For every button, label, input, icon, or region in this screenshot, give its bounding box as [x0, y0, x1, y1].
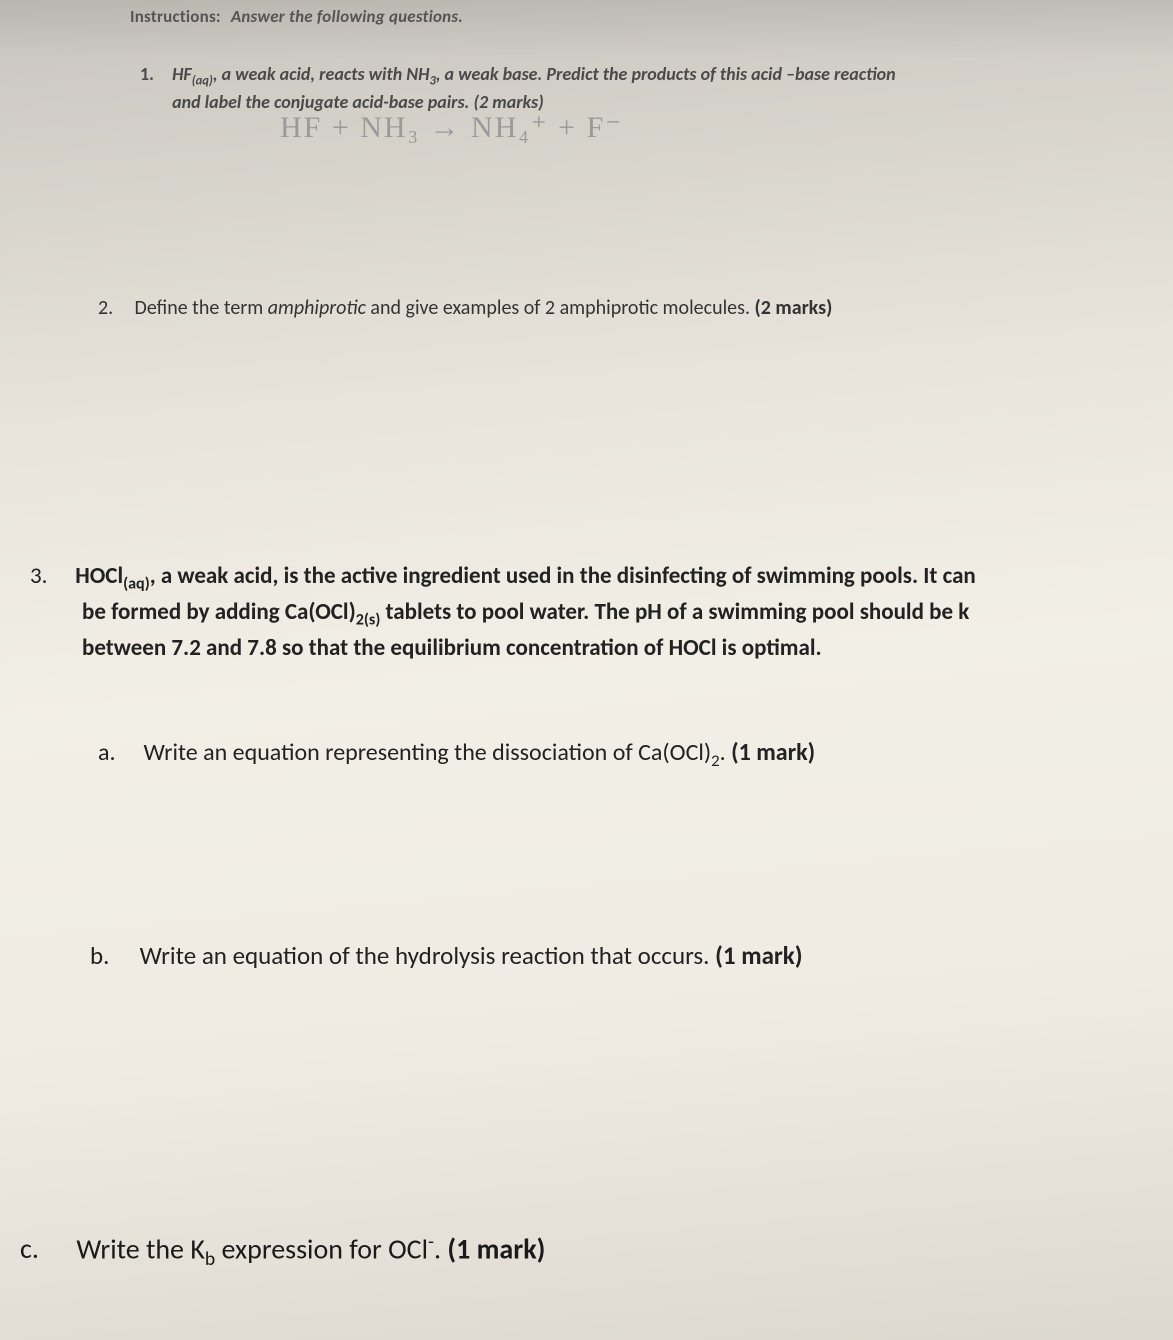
q3b-marks: (1 mark): [715, 940, 802, 971]
q3-l2b: tablets to pool water. The pH of a swimm…: [380, 598, 969, 626]
q3-l1b: , a weak acid, is the active ingredient …: [150, 562, 976, 590]
q2-marks: (2 marks): [755, 296, 833, 320]
q2-pre: Define the term: [135, 296, 268, 320]
instructions-label: Instructions:: [130, 6, 221, 27]
q3-l1a: HOCl: [75, 562, 123, 590]
question-3a: a. Write an equation representing the di…: [98, 738, 1163, 771]
q1-text-c: , a weak base. Predict the products of t…: [436, 63, 896, 85]
q3c-letter: c.: [20, 1231, 70, 1266]
q3-l1sub: (aq): [123, 575, 150, 594]
instructions-text: Answer the following questions.: [231, 6, 463, 27]
q1-number: 1.: [140, 62, 168, 86]
q2-post: and give examples of 2 amphiprotic molec…: [366, 296, 755, 320]
q1-text-a: HF: [172, 63, 192, 85]
question-2: 2. Define the term amphiprotic and give …: [98, 296, 1153, 320]
q3-l2sub: 2(s): [356, 611, 381, 630]
handwritten-equation: HF + NH₃ → NH₄⁺ + F⁻: [280, 110, 623, 145]
q2-number: 2.: [98, 296, 130, 320]
question-3b: b. Write an equation of the hydrolysis r…: [90, 940, 1163, 971]
q3a-marks: (1 mark): [731, 738, 815, 767]
q3c-mid: expression for OCl: [215, 1231, 428, 1266]
q3a-letter: a.: [98, 738, 138, 767]
q3b-letter: b.: [90, 940, 134, 971]
q3a-sub: 2: [711, 750, 720, 771]
instructions-line: Instructions: Answer the following quest…: [130, 6, 463, 27]
q3b-text: Write an equation of the hydrolysis reac…: [140, 940, 715, 971]
question-3: 3. HOCl(aq), a weak acid, is the active …: [30, 560, 1173, 665]
q3c-sub: b: [205, 1247, 215, 1271]
question-3c: c. Write the Kb expression for OCl-. (1 …: [20, 1230, 1163, 1271]
q2-term: amphiprotic: [268, 296, 366, 320]
q3a-post: .: [720, 738, 731, 767]
q3c-post: .: [434, 1231, 447, 1266]
q3-l2a: be formed by adding Ca(OCl): [82, 598, 356, 626]
q3c-pre: Write the K: [76, 1231, 205, 1266]
q3-number: 3.: [30, 560, 70, 593]
q1-sub1: (aq): [192, 74, 213, 89]
question-1: 1. HF(aq), a weak acid, reacts with NH3,…: [140, 62, 1153, 114]
q3a-pre: Write an equation representing the disso…: [143, 738, 711, 767]
q1-text-b: , a weak acid, reacts with NH: [213, 63, 430, 85]
worksheet-page: Instructions: Answer the following quest…: [0, 0, 1173, 1340]
q3-l3: between 7.2 and 7.8 so that the equilibr…: [82, 634, 822, 662]
q3c-marks: (1 mark): [447, 1231, 545, 1266]
